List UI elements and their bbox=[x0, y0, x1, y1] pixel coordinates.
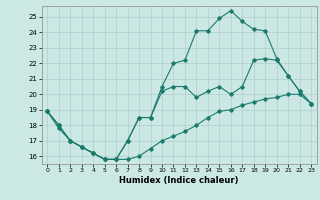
X-axis label: Humidex (Indice chaleur): Humidex (Indice chaleur) bbox=[119, 176, 239, 185]
